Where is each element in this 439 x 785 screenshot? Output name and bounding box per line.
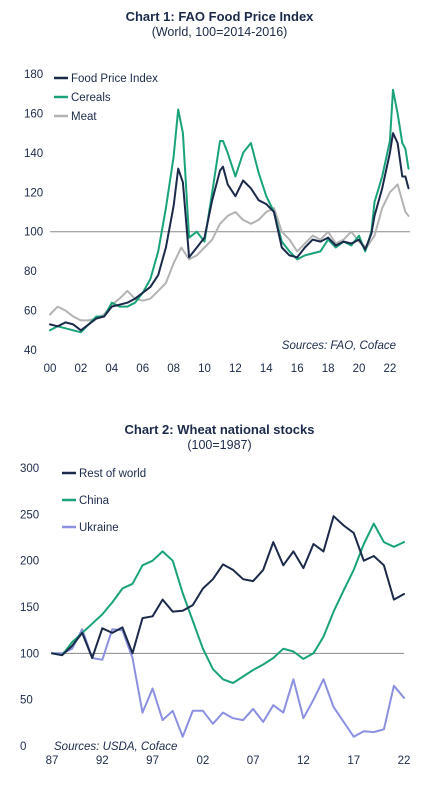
- chart-2-y-tick-label: 50: [20, 695, 33, 707]
- chart-1-legend-label: Meat: [71, 111, 97, 123]
- chart-2-x-tick-label: 92: [96, 755, 109, 767]
- chart-1-x-tick-label: 00: [44, 363, 57, 375]
- chart-1: Chart 1: FAO Food Price Index (World, 10…: [0, 0, 439, 385]
- chart-1-x-tick-label: 12: [229, 363, 242, 375]
- chart-1-x-tick-label: 06: [136, 363, 149, 375]
- chart-1-y-tick-label: 80: [24, 266, 37, 278]
- chart-1-x-tick-label: 02: [75, 363, 88, 375]
- chart-2-series-rest-of-world: [51, 515, 405, 659]
- chart-1-y-tick-label: 40: [24, 345, 37, 357]
- chart-1-y-tick-label: 100: [24, 227, 43, 239]
- chart-2-plot: 0 50 100 150 200 250 300 87 92 97 02 07 12 17 22 Rest o…: [20, 463, 411, 767]
- chart-2-legend-label: Ukraine: [79, 522, 119, 534]
- chart-2-series-ukraine: [51, 628, 405, 738]
- chart-2-title: Chart 2: Wheat national stocks: [124, 422, 315, 437]
- chart-1-series-cereals: [49, 88, 410, 334]
- chart-1-y-tick-label: 60: [24, 306, 37, 318]
- chart-2-y-tick-label: 100: [20, 648, 39, 660]
- chart-1-x-tick-label: 08: [167, 363, 180, 375]
- chart-1-y-tick-label: 140: [24, 148, 43, 160]
- chart-1-y-tick-label: 180: [24, 69, 43, 81]
- chart-2-y-tick-label: 250: [20, 509, 39, 521]
- chart-1-y-tick-label: 160: [24, 108, 43, 120]
- chart-1-legend-label: Food Price Index: [71, 73, 158, 85]
- chart-2-y-tick-label: 150: [20, 602, 39, 614]
- chart-1-x-tick-label: 10: [198, 363, 211, 375]
- chart-2-x-tick-label: 07: [247, 755, 260, 767]
- chart-2-y-tick-label: 0: [20, 741, 26, 753]
- chart-2-x-tick-label: 02: [196, 755, 209, 767]
- chart-1-y-tick-label: 120: [24, 187, 43, 199]
- chart-2-x-tick-label: 87: [46, 755, 59, 767]
- chart-1-legend-label: Cereals: [71, 92, 111, 104]
- chart-2: Chart 2: Wheat national stocks (100=1987…: [0, 390, 439, 785]
- chart-1-series-meat: [49, 183, 410, 322]
- chart-1-subtitle: (World, 100=2014-2016): [151, 25, 288, 39]
- chart-2-x-tick-label: 12: [297, 755, 310, 767]
- chart-2-y-tick-label: 200: [20, 556, 39, 568]
- chart-2-subtitle: (100=1987): [187, 438, 252, 452]
- chart-2-series-china: [51, 522, 405, 684]
- chart-1-x-tick-label: 18: [322, 363, 335, 375]
- chart-1-source: Sources: FAO, Coface: [282, 340, 396, 352]
- chart-1-title: Chart 1: FAO Food Price Index: [125, 9, 314, 24]
- chart-2-x-tick-label: 97: [146, 755, 159, 767]
- chart-2-x-tick-label: 22: [398, 755, 411, 767]
- chart-2-x-tick-label: 17: [347, 755, 360, 767]
- chart-2-legend-label: China: [79, 495, 110, 507]
- chart-1-x-tick-label: 14: [260, 363, 273, 375]
- chart-1-x-tick-label: 04: [105, 363, 118, 375]
- chart-2-source: Sources: USDA, Coface: [54, 741, 177, 753]
- chart-1-x-tick-label: 22: [384, 363, 397, 375]
- chart-2-legend-label: Rest of world: [79, 468, 146, 480]
- chart-2-y-tick-label: 300: [20, 463, 39, 475]
- chart-1-plot: 40 60 80 100 120 140 160 180 00 02 04 06 08 10 12 14 16 1…: [24, 69, 410, 375]
- chart-1-x-tick-label: 20: [353, 363, 366, 375]
- chart-1-x-tick-label: 16: [291, 363, 304, 375]
- chart-1-series-food-price-index: [49, 132, 410, 332]
